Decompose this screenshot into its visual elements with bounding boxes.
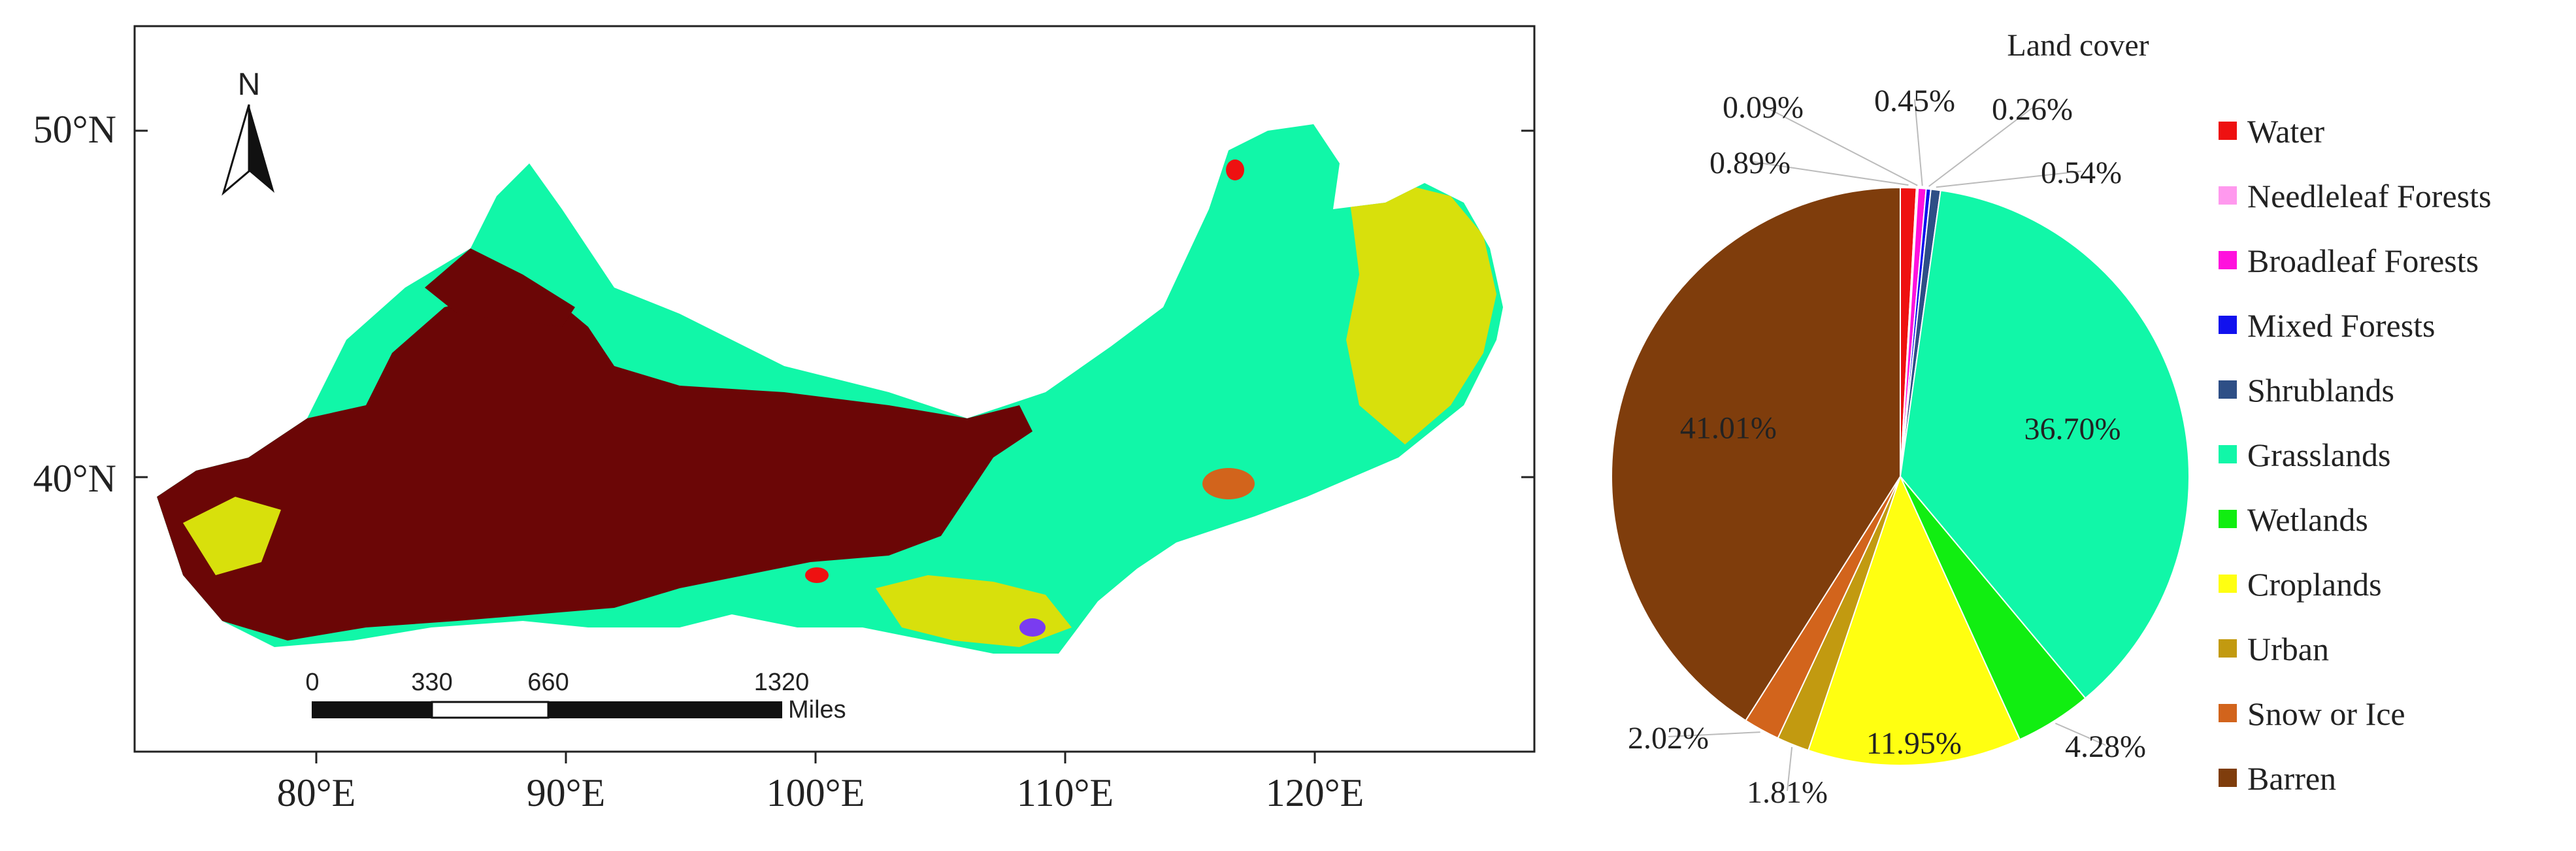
- legend-swatch-water: [2219, 122, 2237, 140]
- legend-label-wetlands: Wetlands: [2247, 501, 2368, 538]
- legend-label-broadleaf-forests: Broadleaf Forests: [2247, 242, 2479, 279]
- pie-label-grasslands: 36.70%: [2024, 412, 2121, 446]
- scale-segment-3: [548, 701, 782, 718]
- legend-swatch-snow-or-ice: [2219, 704, 2237, 722]
- scale-bar: 0 330 660 1320 Miles: [305, 669, 846, 724]
- legend-label-urban: Urban: [2247, 631, 2329, 667]
- pie-panel: Land cover 0.89% 0.09% 0.45% 0.26% 0.54% 36.7…: [1611, 28, 2491, 810]
- legend-swatch-urban: [2219, 639, 2237, 658]
- legend: Water Needleleaf Forests Broadleaf Forests…: [2219, 113, 2491, 797]
- scale-segment-2: [431, 701, 550, 719]
- scale-tick-0: 0: [305, 669, 319, 696]
- lon-axis: 80°E 90°E 100°E 110°E 120°E: [277, 752, 1364, 814]
- scale-tick-660: 660: [527, 669, 569, 696]
- pie-label-wetlands: 4.28%: [2065, 729, 2146, 764]
- legend-swatch-grasslands: [2219, 445, 2237, 463]
- scale-tick-330: 330: [411, 669, 452, 696]
- map-region-cropland-west: [183, 497, 281, 575]
- legend-label-mixed-forests: Mixed Forests: [2247, 307, 2436, 344]
- pie-label-snow-or-ice: 2.02%: [1628, 721, 1709, 756]
- pie-label-barren: 41.01%: [1680, 411, 1777, 446]
- pie-label-croplands: 11.95%: [1866, 726, 1962, 761]
- map-region-barren-north: [425, 248, 575, 327]
- legend-label-barren: Barren: [2247, 760, 2336, 797]
- lat-label-40: 40°N: [33, 457, 116, 500]
- pie-data-labels: 0.89% 0.09% 0.45% 0.26% 0.54% 36.70% 4.28% 11.9…: [1628, 84, 2146, 810]
- lon-label-100: 100°E: [767, 771, 865, 814]
- map-water-patch: [805, 567, 829, 583]
- pie-label-needleleaf-forests: 0.09%: [1723, 90, 1804, 125]
- pie-leader-line: [1762, 105, 1918, 186]
- map-region-barren: [157, 294, 1032, 641]
- pie-label-broadleaf-forests: 0.45%: [1874, 84, 1955, 118]
- north-arrow: N: [222, 67, 274, 196]
- pie-leader-line: [1914, 99, 1923, 186]
- lat-axis: 50°N 40°N: [33, 108, 1534, 500]
- legend-label-grasslands: Grasslands: [2247, 437, 2390, 473]
- legend-label-croplands: Croplands: [2247, 566, 2382, 603]
- legend-swatch-shrublands: [2219, 380, 2237, 399]
- pie-leader-line: [1668, 731, 1760, 737]
- legend-swatch-broadleaf-forests: [2219, 251, 2237, 269]
- legend-swatch-needleleaf-forests: [2219, 186, 2237, 205]
- pie-leader-line: [2055, 722, 2106, 746]
- lon-label-80: 80°E: [277, 771, 356, 814]
- pie-slice-croplands: [1807, 475, 2021, 766]
- north-arrow-right-half: [249, 105, 274, 193]
- pie-leader-line: [1787, 746, 1793, 792]
- pie-leader-line: [1928, 107, 2033, 187]
- legend-swatch-barren: [2219, 769, 2237, 787]
- legend-swatch-mixed-forests: [2219, 316, 2237, 334]
- north-label: N: [238, 67, 261, 102]
- map-region-cropland-east: [1346, 176, 1496, 444]
- legend-swatch-wetlands: [2219, 510, 2237, 528]
- lon-label-120: 120°E: [1266, 771, 1364, 814]
- legend-label-needleleaf-forests: Needleleaf Forests: [2247, 178, 2491, 214]
- pie-label-mixed-forests: 0.26%: [1992, 92, 2073, 127]
- pie-leader-lines: [1668, 99, 2106, 792]
- pie-leader-line: [1936, 171, 2082, 188]
- map-urban-patch: [1202, 468, 1255, 499]
- pie-label-water: 0.89%: [1709, 146, 1791, 180]
- pie-slices: [1611, 186, 2190, 766]
- pie-title: Land cover: [2007, 28, 2149, 63]
- scale-unit: Miles: [788, 696, 846, 724]
- lon-label-110: 110°E: [1017, 771, 1114, 814]
- map-forest-patch: [1019, 618, 1046, 637]
- legend-swatch-croplands: [2219, 575, 2237, 593]
- legend-label-water: Water: [2247, 113, 2324, 150]
- pie-label-urban: 1.81%: [1747, 775, 1828, 810]
- legend-label-snow-or-ice: Snow or Ice: [2247, 695, 2405, 732]
- pie-slice-grasslands: [1899, 190, 2190, 699]
- pie-leader-line: [1749, 161, 1909, 186]
- legend-label-shrublands: Shrublands: [2247, 372, 2394, 409]
- scale-tick-1320: 1320: [754, 669, 810, 696]
- pie-label-shrublands: 0.54%: [2041, 156, 2122, 190]
- lat-label-50: 50°N: [33, 108, 116, 151]
- lon-label-90: 90°E: [527, 771, 606, 814]
- map-panel: N 50°N 40°N 80°E 90°E 100°E 110°E 120°E: [33, 25, 1536, 814]
- pie-slice-barren: [1611, 186, 1901, 722]
- map-water-patch: [1226, 159, 1244, 180]
- scale-segment-1: [312, 701, 433, 718]
